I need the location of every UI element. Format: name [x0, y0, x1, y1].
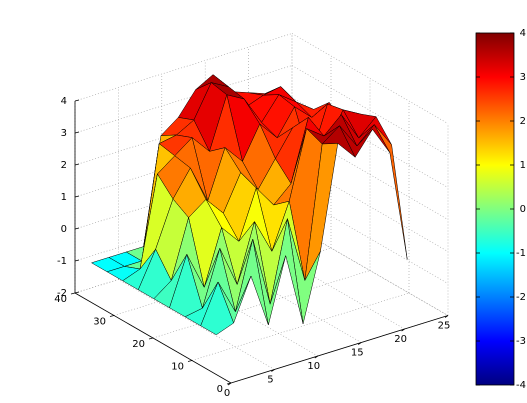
- colorbar-tick-label: 0: [520, 204, 526, 215]
- y-tick: [187, 360, 193, 362]
- x-tick-label: 10: [307, 361, 320, 372]
- colorbar-tick-label: -2: [516, 292, 526, 303]
- x-tick: [401, 328, 405, 332]
- x-tick-label: 15: [351, 348, 364, 359]
- x-tick: [314, 355, 319, 359]
- colorbar-tick-label: 2: [520, 116, 526, 127]
- y-tick: [226, 382, 232, 385]
- grid-line: [291, 65, 449, 156]
- z-tick: [74, 195, 80, 198]
- y-tick: [109, 315, 115, 317]
- z-tick: [74, 163, 80, 166]
- x-tick-label: 0: [224, 388, 230, 399]
- colorbar-tick-label: 4: [520, 28, 526, 39]
- z-tick-label: 0: [61, 224, 67, 235]
- y-tick-label: 30: [93, 316, 106, 327]
- z-tick: [74, 131, 80, 134]
- surface-patch: [200, 281, 234, 336]
- x-axis: [230, 315, 449, 384]
- grid-line: [74, 33, 293, 102]
- x-tick-label: 20: [394, 334, 407, 345]
- z-tick-label: -1: [57, 256, 67, 267]
- colorbar-tick-label: 1: [520, 160, 526, 171]
- y-tick-label: 40: [54, 294, 67, 305]
- grid-line: [191, 292, 410, 361]
- x-tick-label: 25: [438, 321, 451, 332]
- grid-line: [152, 270, 371, 339]
- colorbar-tick-label: -1: [516, 248, 526, 259]
- grid-line: [291, 33, 449, 124]
- z-tick-label: -2: [57, 288, 67, 299]
- colorbar-ticks: -4 -3 -2 -1 0 1 2 3 4: [476, 28, 526, 391]
- x-tick: [271, 369, 275, 372]
- y-tick-label: 10: [171, 361, 184, 372]
- z-tick-label: 1: [61, 192, 67, 203]
- axes: 0 5 10 15 20 25 0 10 20 30 40-2 -1 0 1 2 3 4: [54, 96, 450, 399]
- grid-line: [74, 65, 293, 134]
- colorbar-tick-label: -3: [516, 336, 526, 347]
- colorbar-tick-label: 3: [520, 72, 526, 83]
- z-tick: [74, 99, 80, 102]
- x-tick: [357, 342, 362, 345]
- x-tick-label: 5: [267, 375, 273, 386]
- x-tick: [444, 315, 449, 318]
- colorbar-tick-label: -4: [516, 380, 526, 391]
- surface-patch: [374, 124, 408, 260]
- z-tick-label: 3: [61, 128, 67, 139]
- z-tick: [74, 227, 80, 230]
- y-tick: [148, 337, 154, 340]
- colorbar: [475, 32, 515, 386]
- y-tick-label: 0: [217, 384, 223, 395]
- z-tick: [74, 291, 80, 294]
- y-tick-label: 20: [132, 339, 145, 350]
- surface: [90, 74, 408, 336]
- z-tick-label: 4: [61, 96, 67, 107]
- y-tick: [70, 292, 76, 295]
- z-tick: [74, 259, 80, 262]
- z-tick-label: 2: [61, 160, 67, 171]
